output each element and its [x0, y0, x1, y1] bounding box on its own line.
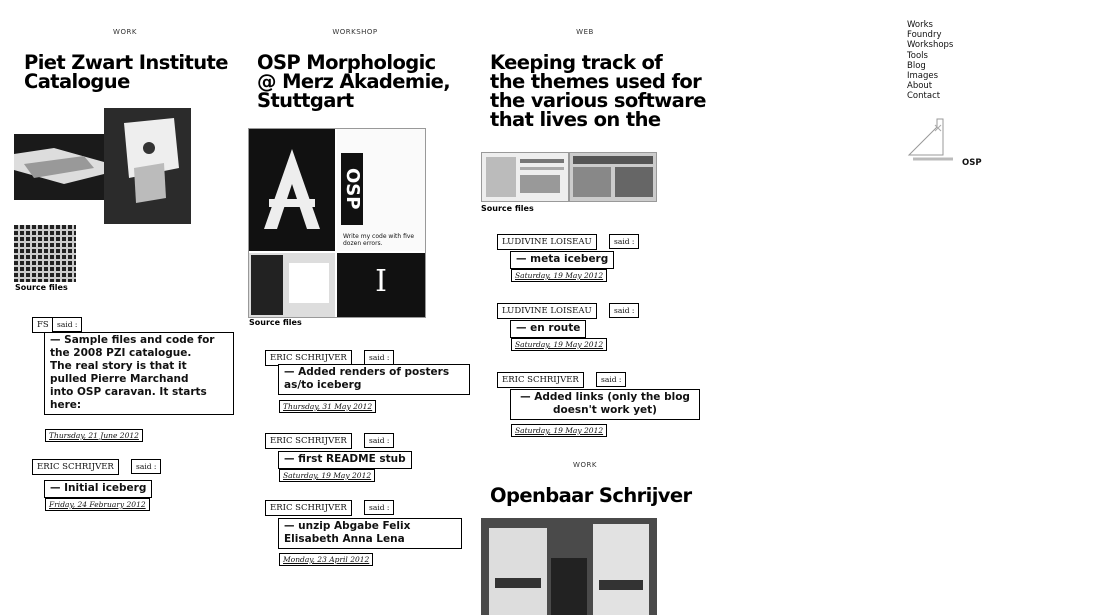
thumbnail-collage[interactable]: OSP Write my code with five dozen errors… — [248, 128, 426, 318]
thumbnail-image[interactable] — [14, 134, 104, 200]
thumbnail-image — [249, 129, 335, 251]
nav-item-workshops[interactable]: Workshops — [907, 40, 954, 51]
comment-message: — Initial iceberg — [44, 480, 153, 498]
category-label: WORKSHOP — [332, 28, 378, 36]
comment-message: — unzip Abgabe Felix Elisabeth Anna Lena — [278, 518, 462, 549]
comment-message: — Added links (only the blog doesn't work… — [510, 389, 700, 420]
comment-author: ERIC SCHRIJVER — [265, 500, 352, 516]
comment-author: LUDIVINE LOISEAU — [497, 303, 597, 319]
comment-date: Saturday, 19 May 2012 — [511, 269, 608, 282]
thumbnail-image: I — [337, 253, 425, 317]
comment-said-label: said : — [131, 459, 162, 474]
category-label: WEB — [576, 28, 594, 36]
project-title[interactable]: Piet Zwart Institute Catalogue — [24, 51, 228, 93]
nav-item-images[interactable]: Images — [907, 71, 939, 82]
thumbnail-image[interactable] — [569, 152, 657, 202]
nav-item-foundry[interactable]: Foundry — [907, 30, 942, 41]
comment-author: ERIC SCHRIJVER — [265, 433, 352, 449]
project-title[interactable]: OSP Morphologic @ Merz Akademie, Stuttgart — [257, 51, 451, 112]
comment-said-label: said : — [596, 372, 627, 387]
thumbnail-image[interactable] — [14, 225, 76, 282]
comment-date: Friday, 24 February 2012 — [45, 498, 150, 511]
comment-message: — first README stub — [278, 451, 412, 469]
comment-author: ERIC SCHRIJVER — [497, 372, 584, 388]
comment-message: — Sample files and code for the 2008 PZI … — [44, 332, 234, 415]
comment-message: — meta iceberg — [510, 251, 615, 269]
comment-author: LUDIVINE LOISEAU — [497, 234, 597, 250]
source-files-link[interactable]: Source files — [481, 204, 534, 213]
comment-said-label: said : — [609, 234, 640, 249]
thumbnail-image[interactable] — [104, 108, 191, 224]
comment-date: Saturday, 19 May 2012 — [511, 424, 608, 437]
comment-message: — Added renders of posters as/to iceberg — [278, 364, 470, 395]
comment-date: Thursday, 31 May 2012 — [279, 400, 377, 413]
project-title[interactable]: Keeping track of the themes used for the v… — [490, 51, 706, 131]
project-title[interactable]: Openbaar Schrijver — [490, 484, 692, 507]
main-nav: Works Foundry Workshops Tools Blog Image… — [907, 20, 953, 102]
comment-said-label: said : — [52, 317, 83, 332]
comment-said-label: said : — [609, 303, 640, 318]
thumbnail-image[interactable] — [481, 152, 569, 202]
comment-said-label: said : — [364, 350, 395, 365]
comment-date: Monday, 23 April 2012 — [279, 553, 374, 566]
comment-date: Thursday, 21 June 2012 — [45, 429, 143, 442]
nav-item-blog[interactable]: Blog — [907, 60, 926, 71]
source-files-link[interactable]: Source files — [15, 283, 68, 292]
logo-label[interactable]: OSP — [962, 158, 982, 168]
comment-author: FS — [32, 317, 54, 333]
comment-message: — en route — [510, 320, 587, 338]
category-label: WORK — [113, 28, 137, 36]
category-label: WORK — [573, 461, 597, 469]
osp-logo-icon[interactable] — [907, 115, 959, 167]
comment-said-label: said : — [364, 500, 395, 515]
nav-item-works[interactable]: Works — [907, 20, 933, 30]
nav-item-contact[interactable]: Contact — [907, 91, 941, 102]
source-files-link[interactable]: Source files — [249, 318, 302, 327]
comment-date: Saturday, 19 May 2012 — [279, 469, 376, 482]
thumbnail-image[interactable] — [481, 518, 657, 615]
comment-said-label: said : — [364, 433, 395, 448]
nav-item-tools[interactable]: Tools — [907, 50, 928, 61]
nav-item-about[interactable]: About — [907, 81, 933, 92]
comment-date: Saturday, 19 May 2012 — [511, 338, 608, 351]
thumbnail-image — [249, 253, 335, 317]
thumbnail-image: OSP Write my code with five dozen errors… — [337, 129, 425, 251]
comment-author: ERIC SCHRIJVER — [32, 459, 119, 475]
